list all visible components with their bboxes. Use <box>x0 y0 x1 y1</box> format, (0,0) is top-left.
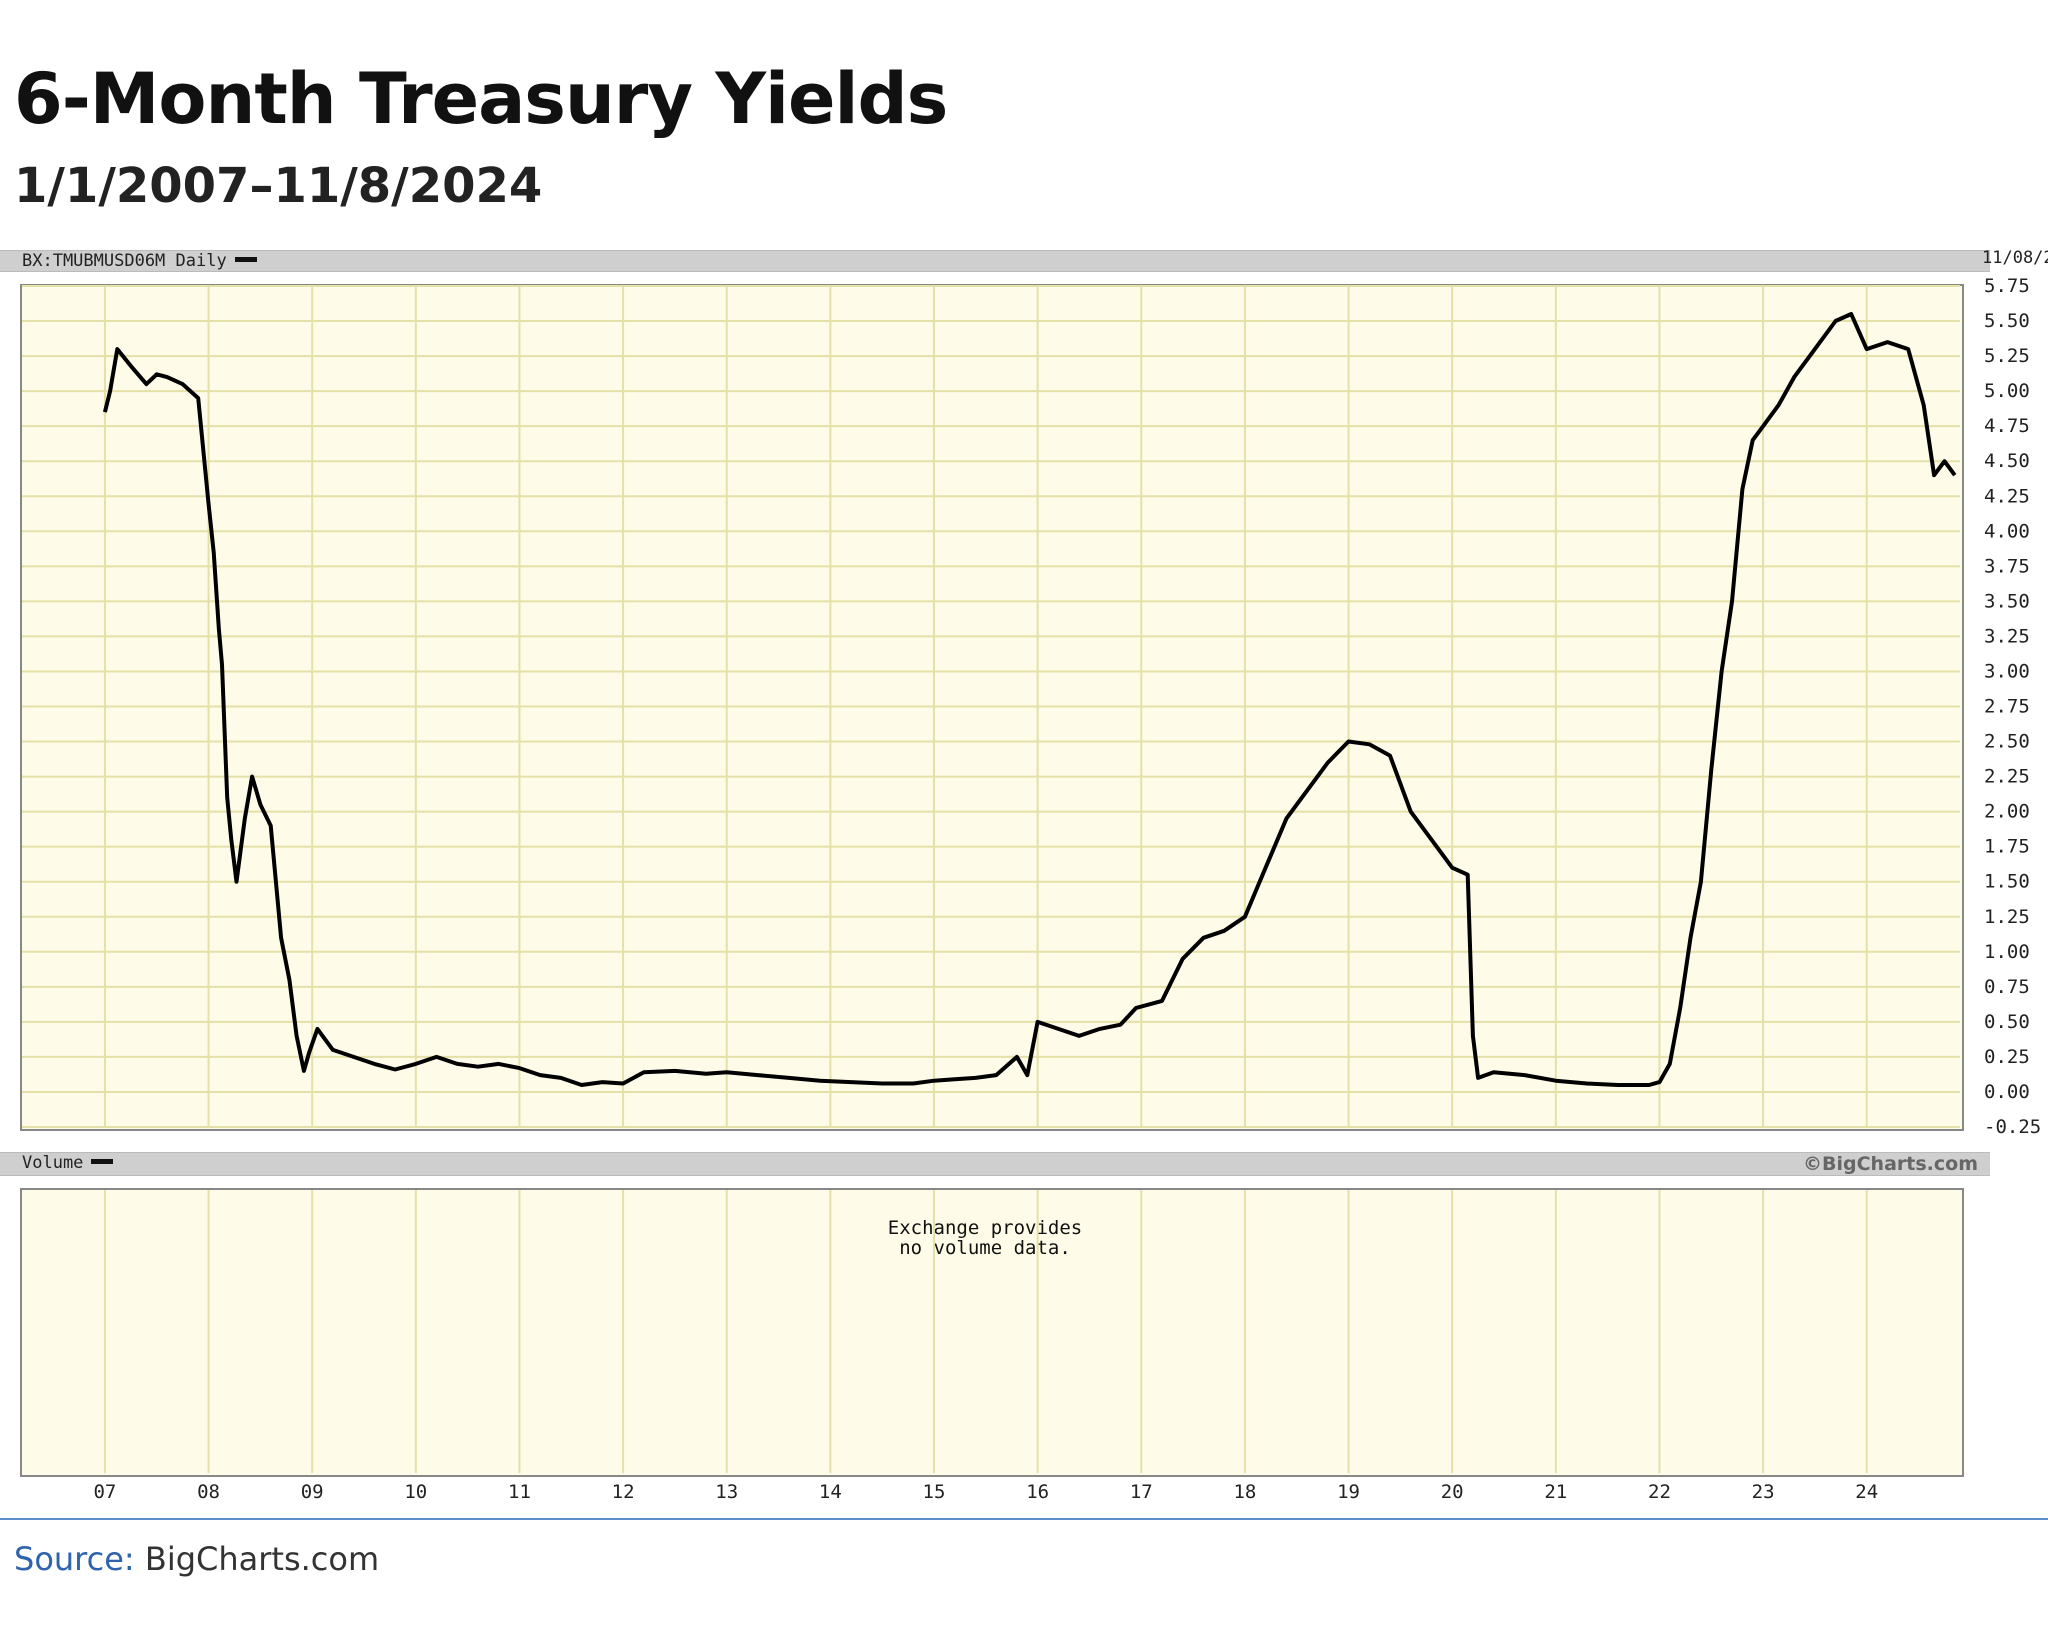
y-tick-label: 3.75 <box>1984 555 2030 577</box>
y-tick-label: 1.50 <box>1984 871 2030 893</box>
chart-subtitle: 1/1/2007–11/8/2024 <box>14 158 543 214</box>
dash-icon <box>234 257 257 262</box>
x-tick-label: 18 <box>1233 1481 1256 1503</box>
y-tick-label: 3.00 <box>1984 660 2030 682</box>
x-tick-label: 21 <box>1544 1481 1567 1503</box>
x-tick-label: 17 <box>1130 1481 1153 1503</box>
y-tick-label: 1.00 <box>1984 941 2030 963</box>
x-tick-label: 10 <box>404 1481 427 1503</box>
volume-panel-header: Volume ©BigCharts.com <box>0 1152 1990 1176</box>
brand-watermark: ©BigCharts.com <box>1803 1153 1978 1175</box>
y-tick-label: 4.50 <box>1984 450 2030 472</box>
divider <box>0 1518 2048 1520</box>
y-tick-label: 1.25 <box>1984 906 2030 928</box>
price-panel-header: BX:TMUBMUSD06M Daily <box>0 250 1990 272</box>
no-volume-message: Exchange provides no volume data. <box>888 1217 1083 1259</box>
x-tick-label: 15 <box>923 1481 946 1503</box>
yield-line <box>102 312 1957 1087</box>
x-tick-label: 07 <box>93 1481 116 1503</box>
y-tick-label: 2.75 <box>1984 696 2030 718</box>
y-tick-label: 0.75 <box>1984 976 2030 998</box>
y-tick-label: 1.75 <box>1984 836 2030 858</box>
y-tick-label: 0.25 <box>1984 1046 2030 1068</box>
y-tick-label: 2.50 <box>1984 731 2030 753</box>
y-tick-label: 4.00 <box>1984 520 2030 542</box>
x-tick-label: 11 <box>508 1481 531 1503</box>
x-tick-label: 08 <box>197 1481 220 1503</box>
y-tick-label: 0.00 <box>1984 1081 2030 1103</box>
x-tick-label: 23 <box>1752 1481 1775 1503</box>
x-tick-label: 16 <box>1026 1481 1049 1503</box>
y-tick-label: 4.75 <box>1984 415 2030 437</box>
y-tick-label: 3.50 <box>1984 590 2030 612</box>
x-tick-label: 22 <box>1648 1481 1671 1503</box>
x-tick-label: 14 <box>819 1481 842 1503</box>
x-tick-label: 13 <box>715 1481 738 1503</box>
y-tick-label: 5.50 <box>1984 310 2030 332</box>
y-tick-label: 0.50 <box>1984 1011 2030 1033</box>
chart-title: 6-Month Treasury Yields <box>14 58 948 140</box>
dash-icon <box>91 1159 114 1164</box>
source-credit: Source: BigCharts.com <box>14 1540 380 1578</box>
y-tick-label: 2.00 <box>1984 801 2030 823</box>
y-tick-label: 5.25 <box>1984 345 2030 367</box>
end-date-label: 11/08/24 <box>1982 248 2048 268</box>
y-tick-label: 5.00 <box>1984 380 2030 402</box>
y-tick-label: 4.25 <box>1984 485 2030 507</box>
x-tick-label: 12 <box>612 1481 635 1503</box>
x-tick-label: 20 <box>1441 1481 1464 1503</box>
y-tick-label: 5.75 <box>1984 275 2030 297</box>
y-tick-label: 2.25 <box>1984 766 2030 788</box>
volume-panel <box>20 1188 1964 1477</box>
x-tick-label: 09 <box>301 1481 324 1503</box>
volume-label: Volume <box>22 1153 114 1173</box>
x-tick-label: 24 <box>1855 1481 1878 1503</box>
chart-plot: 5.75 5.50 5.25 5.00 4.75 4.50 4.25 4.00 3.75 3.50… <box>22 275 2041 1503</box>
x-tick-label: 19 <box>1337 1481 1360 1503</box>
ticker-label: BX:TMUBMUSD06M Daily <box>22 251 257 271</box>
y-tick-label: 3.25 <box>1984 625 2030 647</box>
y-tick-label: -0.25 <box>1984 1116 2041 1138</box>
